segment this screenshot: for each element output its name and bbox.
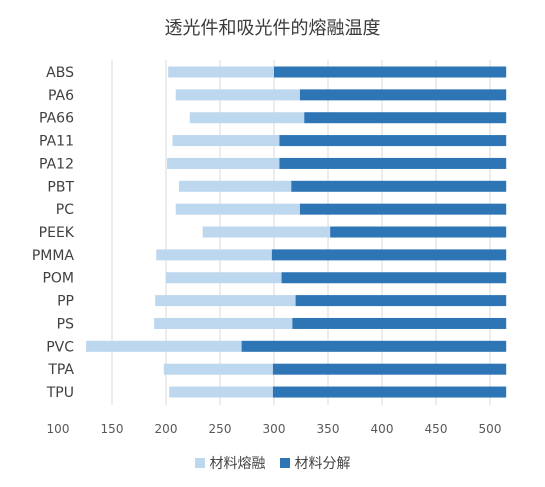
y-category-label: POM bbox=[42, 271, 74, 287]
bar-melt bbox=[163, 363, 273, 375]
bar-decomp bbox=[299, 89, 507, 101]
y-category-label: PA12 bbox=[39, 156, 74, 172]
bar-melt bbox=[155, 295, 296, 307]
bar-melt bbox=[156, 249, 272, 261]
chart-title: 透光件和吸光件的熔融温度 bbox=[164, 18, 381, 39]
y-category-label: PMMA bbox=[32, 248, 75, 264]
bar-decomp bbox=[279, 157, 507, 169]
bar-decomp bbox=[274, 66, 507, 78]
bar-melt bbox=[86, 340, 242, 352]
y-category-label: PEEK bbox=[39, 225, 75, 241]
x-tick-label: 250 bbox=[209, 422, 232, 436]
x-tick-label: 200 bbox=[155, 422, 178, 436]
bar-melt bbox=[189, 112, 305, 124]
bar-decomp bbox=[271, 249, 507, 261]
legend-item-decomp: 材料分解 bbox=[279, 453, 351, 473]
bar-decomp bbox=[304, 112, 507, 124]
y-category-label: PBT bbox=[47, 179, 74, 195]
bar-decomp bbox=[330, 226, 507, 238]
bar-decomp bbox=[241, 340, 507, 352]
y-category-label: PP bbox=[57, 294, 74, 310]
bar-decomp bbox=[272, 363, 507, 375]
y-category-label: ABS bbox=[46, 65, 74, 81]
bar-decomp bbox=[291, 180, 507, 192]
legend-label-melt: 材料熔融 bbox=[209, 456, 266, 472]
legend-swatch-melt bbox=[194, 458, 205, 468]
bar-melt bbox=[166, 272, 282, 284]
bar-melt bbox=[175, 203, 300, 215]
legend-label-decomp: 材料分解 bbox=[294, 456, 351, 472]
legend-item-melt: 材料熔融 bbox=[194, 453, 266, 473]
y-category-label: PS bbox=[57, 316, 74, 332]
bar-melt bbox=[172, 135, 280, 147]
legend-swatch-decomp bbox=[279, 458, 290, 468]
x-tick-label: 500 bbox=[479, 422, 502, 436]
y-category-label: TPA bbox=[47, 362, 74, 378]
bar-decomp bbox=[295, 295, 507, 307]
bar-melt bbox=[168, 66, 274, 78]
y-category-label: PA66 bbox=[39, 111, 74, 127]
y-category-label: PA6 bbox=[48, 88, 74, 104]
bar-decomp bbox=[272, 386, 507, 398]
y-category-label: TPU bbox=[46, 385, 74, 401]
x-tick-label: 150 bbox=[101, 422, 124, 436]
y-category-label: PA11 bbox=[39, 134, 74, 150]
bar-melt bbox=[169, 386, 273, 398]
y-category-label: PVC bbox=[46, 339, 74, 355]
bar-melt bbox=[154, 317, 293, 329]
bar-decomp bbox=[299, 203, 507, 215]
x-tick-label: 450 bbox=[425, 422, 448, 436]
bar-decomp bbox=[279, 135, 507, 147]
bar-melt bbox=[178, 180, 292, 192]
y-category-label: PC bbox=[56, 202, 74, 218]
bar-decomp bbox=[281, 272, 507, 284]
x-tick-label: 100 bbox=[47, 422, 70, 436]
bar-melt bbox=[175, 89, 300, 101]
bar-melt bbox=[202, 226, 331, 238]
x-tick-label: 300 bbox=[263, 422, 286, 436]
x-tick-label: 350 bbox=[317, 422, 340, 436]
x-tick-label: 400 bbox=[371, 422, 394, 436]
bar-melt bbox=[167, 157, 280, 169]
legend: 材料熔融 材料分解 bbox=[0, 453, 545, 473]
bar-decomp bbox=[292, 317, 507, 329]
